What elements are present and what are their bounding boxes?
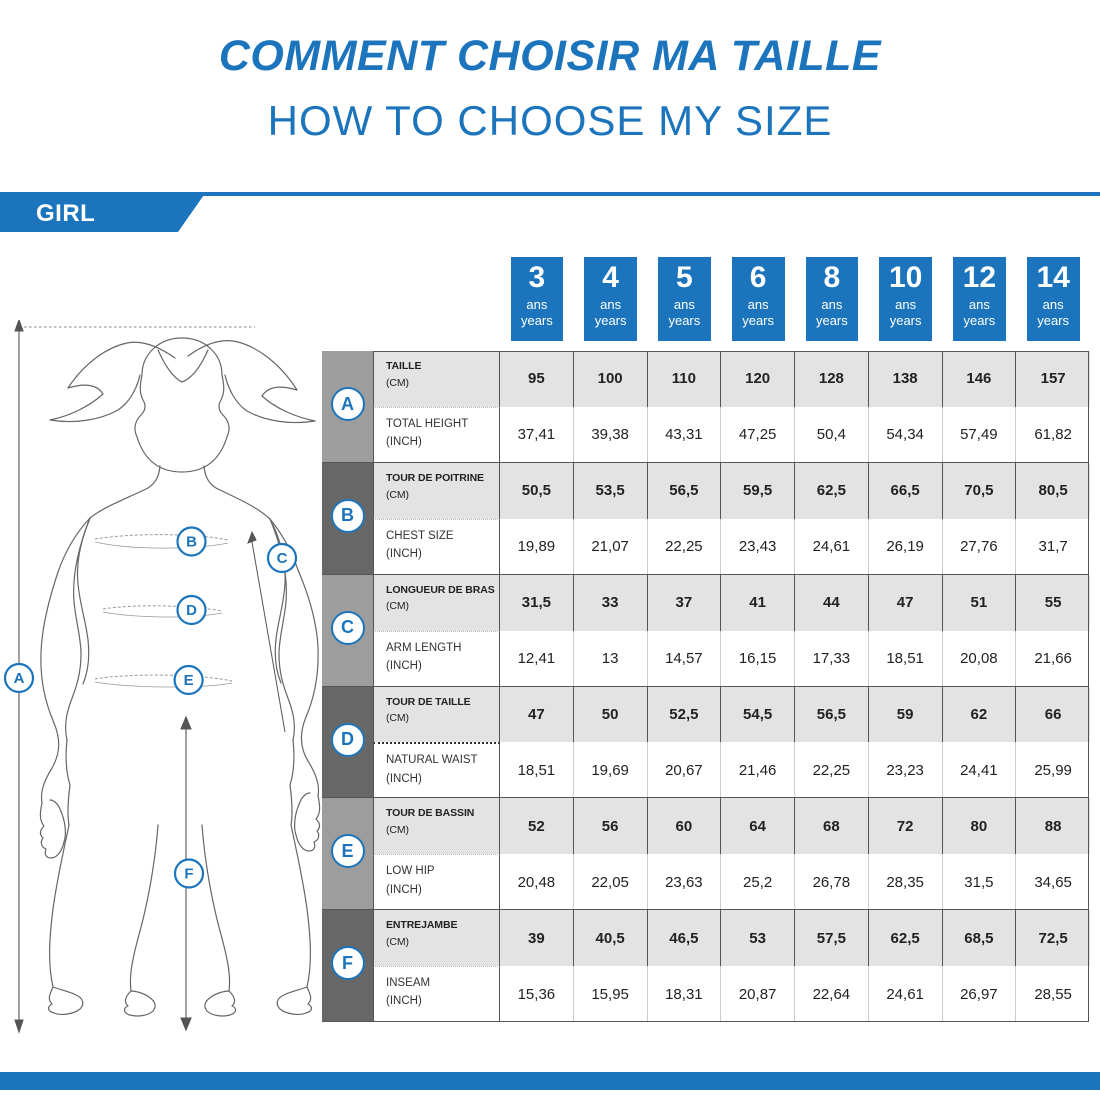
- svg-text:D: D: [186, 602, 197, 619]
- svg-text:C: C: [277, 550, 288, 567]
- svg-text:F: F: [184, 866, 193, 883]
- svg-text:B: B: [186, 534, 197, 551]
- svg-text:A: A: [14, 670, 25, 687]
- svg-text:E: E: [184, 672, 194, 689]
